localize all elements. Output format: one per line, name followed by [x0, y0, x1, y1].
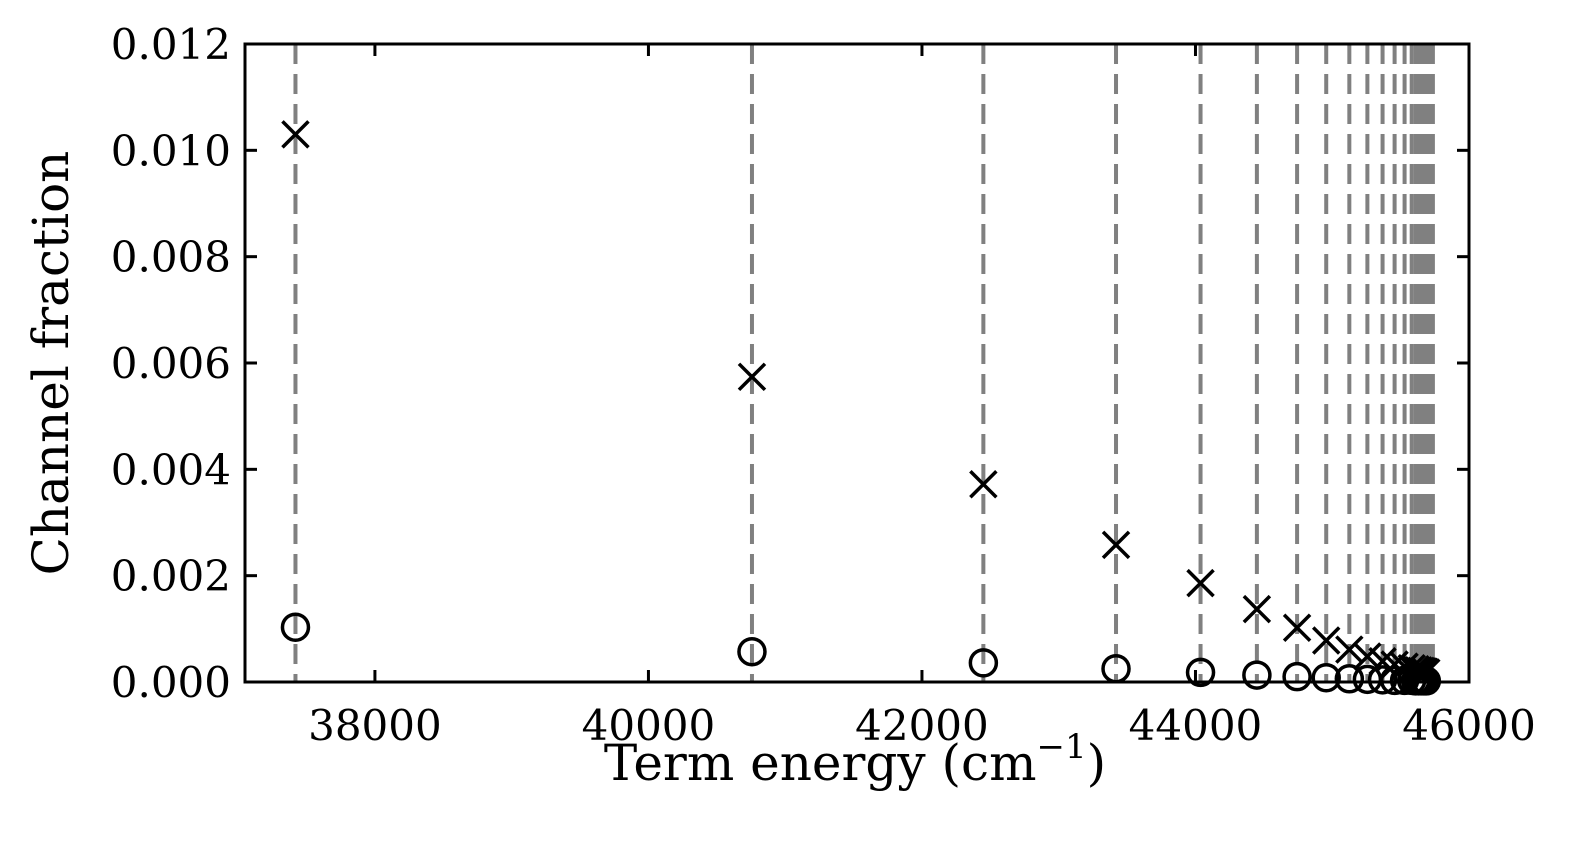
y-tick-label: 0.010	[111, 126, 231, 175]
cross-marker	[281, 120, 310, 149]
x-tick-label: 46000	[1402, 701, 1536, 750]
x-tick-label: 42000	[855, 701, 989, 750]
x-tick-label: 44000	[1129, 701, 1263, 750]
circle-marker	[1311, 662, 1341, 693]
y-tick-label: 0.002	[111, 552, 231, 601]
circle-marker	[280, 612, 311, 642]
circle-marker	[737, 636, 767, 667]
cross-marker	[1101, 530, 1131, 560]
cross-marker	[1242, 594, 1272, 624]
circle-marker	[1282, 661, 1312, 692]
x-axis-ticks: 38000 40000 42000 44000 46000	[308, 44, 1536, 750]
circle-marker	[1185, 657, 1216, 688]
cross-marker	[1335, 635, 1364, 664]
y-tick-label: 0.006	[111, 339, 231, 388]
y-tick-label: 0.008	[111, 233, 231, 282]
y-tick-label: 0.004	[111, 445, 231, 494]
cross-marker	[1186, 568, 1215, 598]
y-tick-label: 0.000	[111, 658, 231, 707]
circle-marker	[1334, 664, 1365, 694]
circle-marker	[968, 648, 999, 678]
vertical-dashed-lines	[293, 44, 1435, 682]
circle-marker	[1367, 665, 1398, 695]
cross-marker	[1311, 626, 1341, 655]
x-axis-label: Term energy (cm−1)	[604, 727, 1106, 792]
x-tick-label: 38000	[308, 701, 442, 750]
y-axis-label: Channel fraction	[22, 151, 80, 576]
cross-marker	[737, 362, 767, 392]
cross-marker	[1353, 642, 1382, 671]
cross-marker	[969, 469, 998, 499]
plot-frame	[243, 42, 1471, 684]
circle-marker	[1242, 660, 1272, 690]
y-tick-label: 0.012	[111, 20, 231, 69]
data-markers	[280, 120, 1442, 696]
circle-marker	[1389, 665, 1420, 696]
y-axis-ticks: 0.000 0.002 0.004 0.006 0.008 0.010 0.012	[111, 20, 1469, 707]
x-tick-label: 40000	[582, 701, 716, 750]
cross-marker	[1282, 613, 1312, 643]
